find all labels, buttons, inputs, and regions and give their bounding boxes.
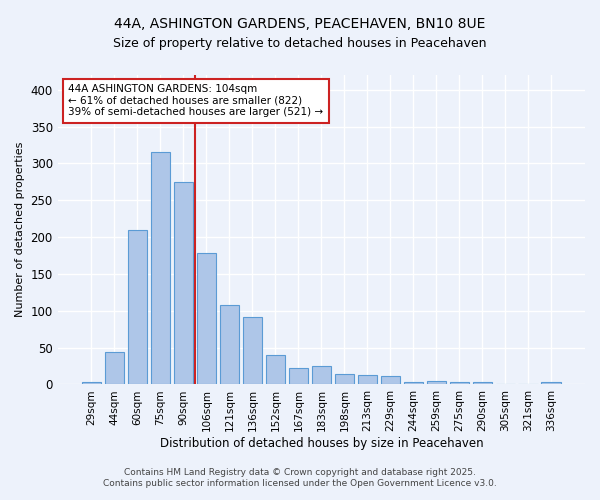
Bar [242,316,262,384]
Bar [151,152,170,384]
Text: 44A ASHINGTON GARDENS: 104sqm
← 61% of detached houses are smaller (822)
39% of : 44A ASHINGTON GARDENS: 104sqm ← 61% of d… [68,84,323,117]
Bar [104,352,124,384]
Bar [220,305,239,384]
Bar [173,182,193,384]
Bar [473,382,492,384]
Text: Contains HM Land Registry data © Crown copyright and database right 2025.
Contai: Contains HM Land Registry data © Crown c… [103,468,497,487]
Text: Size of property relative to detached houses in Peacehaven: Size of property relative to detached ho… [113,38,487,51]
Bar [335,374,354,384]
X-axis label: Distribution of detached houses by size in Peacehaven: Distribution of detached houses by size … [160,437,483,450]
Bar [449,382,469,384]
Bar [380,376,400,384]
Y-axis label: Number of detached properties: Number of detached properties [15,142,25,318]
Bar [266,355,285,384]
Bar [289,368,308,384]
Bar [128,230,147,384]
Bar [197,254,216,384]
Text: 44A, ASHINGTON GARDENS, PEACEHAVEN, BN10 8UE: 44A, ASHINGTON GARDENS, PEACEHAVEN, BN10… [115,18,485,32]
Bar [427,381,446,384]
Bar [311,366,331,384]
Bar [82,382,101,384]
Bar [404,382,423,384]
Bar [358,375,377,384]
Bar [541,382,561,384]
